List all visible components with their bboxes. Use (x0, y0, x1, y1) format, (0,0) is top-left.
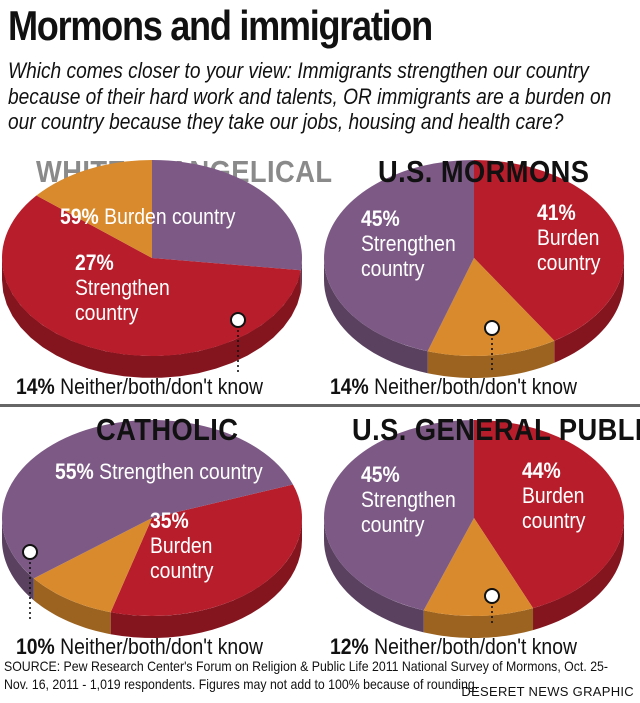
pie-sides (2, 518, 303, 638)
pie-slice-strengthen (324, 160, 474, 352)
label-catholic-strengthen: 55% Strengthen country (55, 459, 263, 484)
pie-side-burden (554, 258, 624, 363)
pie-sides (324, 518, 624, 638)
label-evangelical-burden: 59% Burden country (60, 204, 235, 229)
text-evangelical-strengthen-2: country (75, 300, 139, 325)
label-mormons-strengthen: 45% Strengthen country (361, 206, 456, 281)
text-evangelical-burden: Burden country (104, 204, 236, 229)
label-mormons-burden: 41% Burden country (537, 200, 600, 275)
label-general-burden: 44% Burden country (522, 458, 585, 533)
text-evangelical-strengthen-1: Strengthen (75, 275, 170, 300)
leader-marker (484, 320, 500, 336)
leader-marker (22, 544, 38, 560)
pct-catholic-strengthen: 55% (55, 459, 94, 484)
pie-slice-burden (474, 420, 625, 609)
pct-mormons-burden: 41% (537, 200, 576, 225)
text-general-burden-1: Burden (522, 483, 585, 508)
pie-side-neither (33, 578, 111, 635)
pct-evangelical-neither: 14% (16, 374, 55, 399)
label-general-neither: 12% Neither/both/don't know (330, 634, 577, 660)
leader-marker (484, 588, 500, 604)
pct-catholic-burden: 35% (150, 508, 189, 533)
pie-side-strengthen (300, 258, 302, 293)
text-mormons-strengthen-2: country (361, 256, 425, 281)
label-catholic-neither: 10% Neither/both/don't know (16, 634, 263, 660)
pie-top (323, 420, 625, 617)
label-evangelical-neither: 14% Neither/both/don't know (16, 374, 263, 400)
pie-side-burden (2, 258, 301, 378)
pct-evangelical-burden: 59% (60, 204, 99, 229)
chart-title-mormons: U.S. MORMONS (378, 154, 590, 189)
text-evangelical-neither: Neither/both/don't know (60, 374, 263, 399)
pie-slice-neither (36, 160, 152, 258)
pct-general-neither: 12% (330, 634, 369, 659)
leader-marker (230, 312, 246, 328)
text-catholic-neither: Neither/both/don't know (60, 634, 263, 659)
text-general-strengthen-1: Strengthen (361, 487, 456, 512)
pie-top (1, 419, 302, 616)
page-title: Mormons and immigration (8, 2, 433, 49)
section-divider (0, 404, 640, 407)
graphic-credit: DESERET NEWS GRAPHIC (461, 684, 634, 699)
pie-sides (2, 258, 302, 378)
pie-slice-neither (33, 518, 152, 613)
pie-slice-burden (2, 195, 301, 356)
pie-slice-strengthen (323, 420, 474, 611)
pct-general-strengthen: 45% (361, 462, 400, 487)
pct-mormons-neither: 14% (330, 374, 369, 399)
pie-side-neither (427, 340, 555, 378)
pie-slice-burden (474, 160, 624, 341)
pie-side-strengthen (324, 258, 428, 374)
pct-catholic-neither: 10% (16, 634, 55, 659)
pie-top (324, 160, 624, 356)
text-catholic-burden-2: country (150, 558, 214, 583)
pie-top (2, 160, 303, 356)
label-catholic-burden: 35% Burden country (150, 508, 213, 583)
pie-side-strengthen (324, 518, 424, 633)
text-catholic-burden-1: Burden (150, 533, 213, 558)
pie-sides (324, 258, 624, 378)
pie-slice-strengthen (152, 160, 303, 271)
chart-title-general: U.S. GENERAL PUBLIC (352, 412, 640, 447)
pie-slice-strengthen (1, 419, 293, 579)
pie-slice-burden (110, 484, 302, 616)
label-evangelical-strengthen: 27% Strengthen country (75, 250, 170, 325)
text-general-strengthen-2: country (361, 512, 425, 537)
text-mormons-strengthen-1: Strengthen (361, 231, 456, 256)
source-note: SOURCE: Pew Research Center's Forum on R… (4, 658, 609, 692)
label-mormons-neither: 14% Neither/both/don't know (330, 374, 577, 400)
text-mormons-burden-1: Burden (537, 225, 600, 250)
text-catholic-strengthen: Strengthen country (99, 459, 263, 484)
chart-title-catholic: CATHOLIC (96, 412, 239, 447)
pie-slice-neither (427, 258, 555, 356)
label-general-strengthen: 45% Strengthen country (361, 462, 456, 537)
text-general-neither: Neither/both/don't know (374, 634, 577, 659)
pie-side-neither (423, 608, 534, 638)
text-mormons-burden-2: country (537, 250, 601, 275)
pct-evangelical-strengthen: 27% (75, 250, 114, 275)
text-general-burden-2: country (522, 508, 586, 533)
pct-general-burden: 44% (522, 458, 561, 483)
text-mormons-neither: Neither/both/don't know (374, 374, 577, 399)
pie-side-burden (533, 518, 624, 631)
pie-side-strengthen (2, 518, 34, 601)
survey-question: Which comes closer to your view: Immigra… (8, 58, 612, 134)
pie-slice-neither (423, 518, 534, 617)
pie-side-burden (110, 518, 303, 638)
pct-mormons-strengthen: 45% (361, 206, 400, 231)
